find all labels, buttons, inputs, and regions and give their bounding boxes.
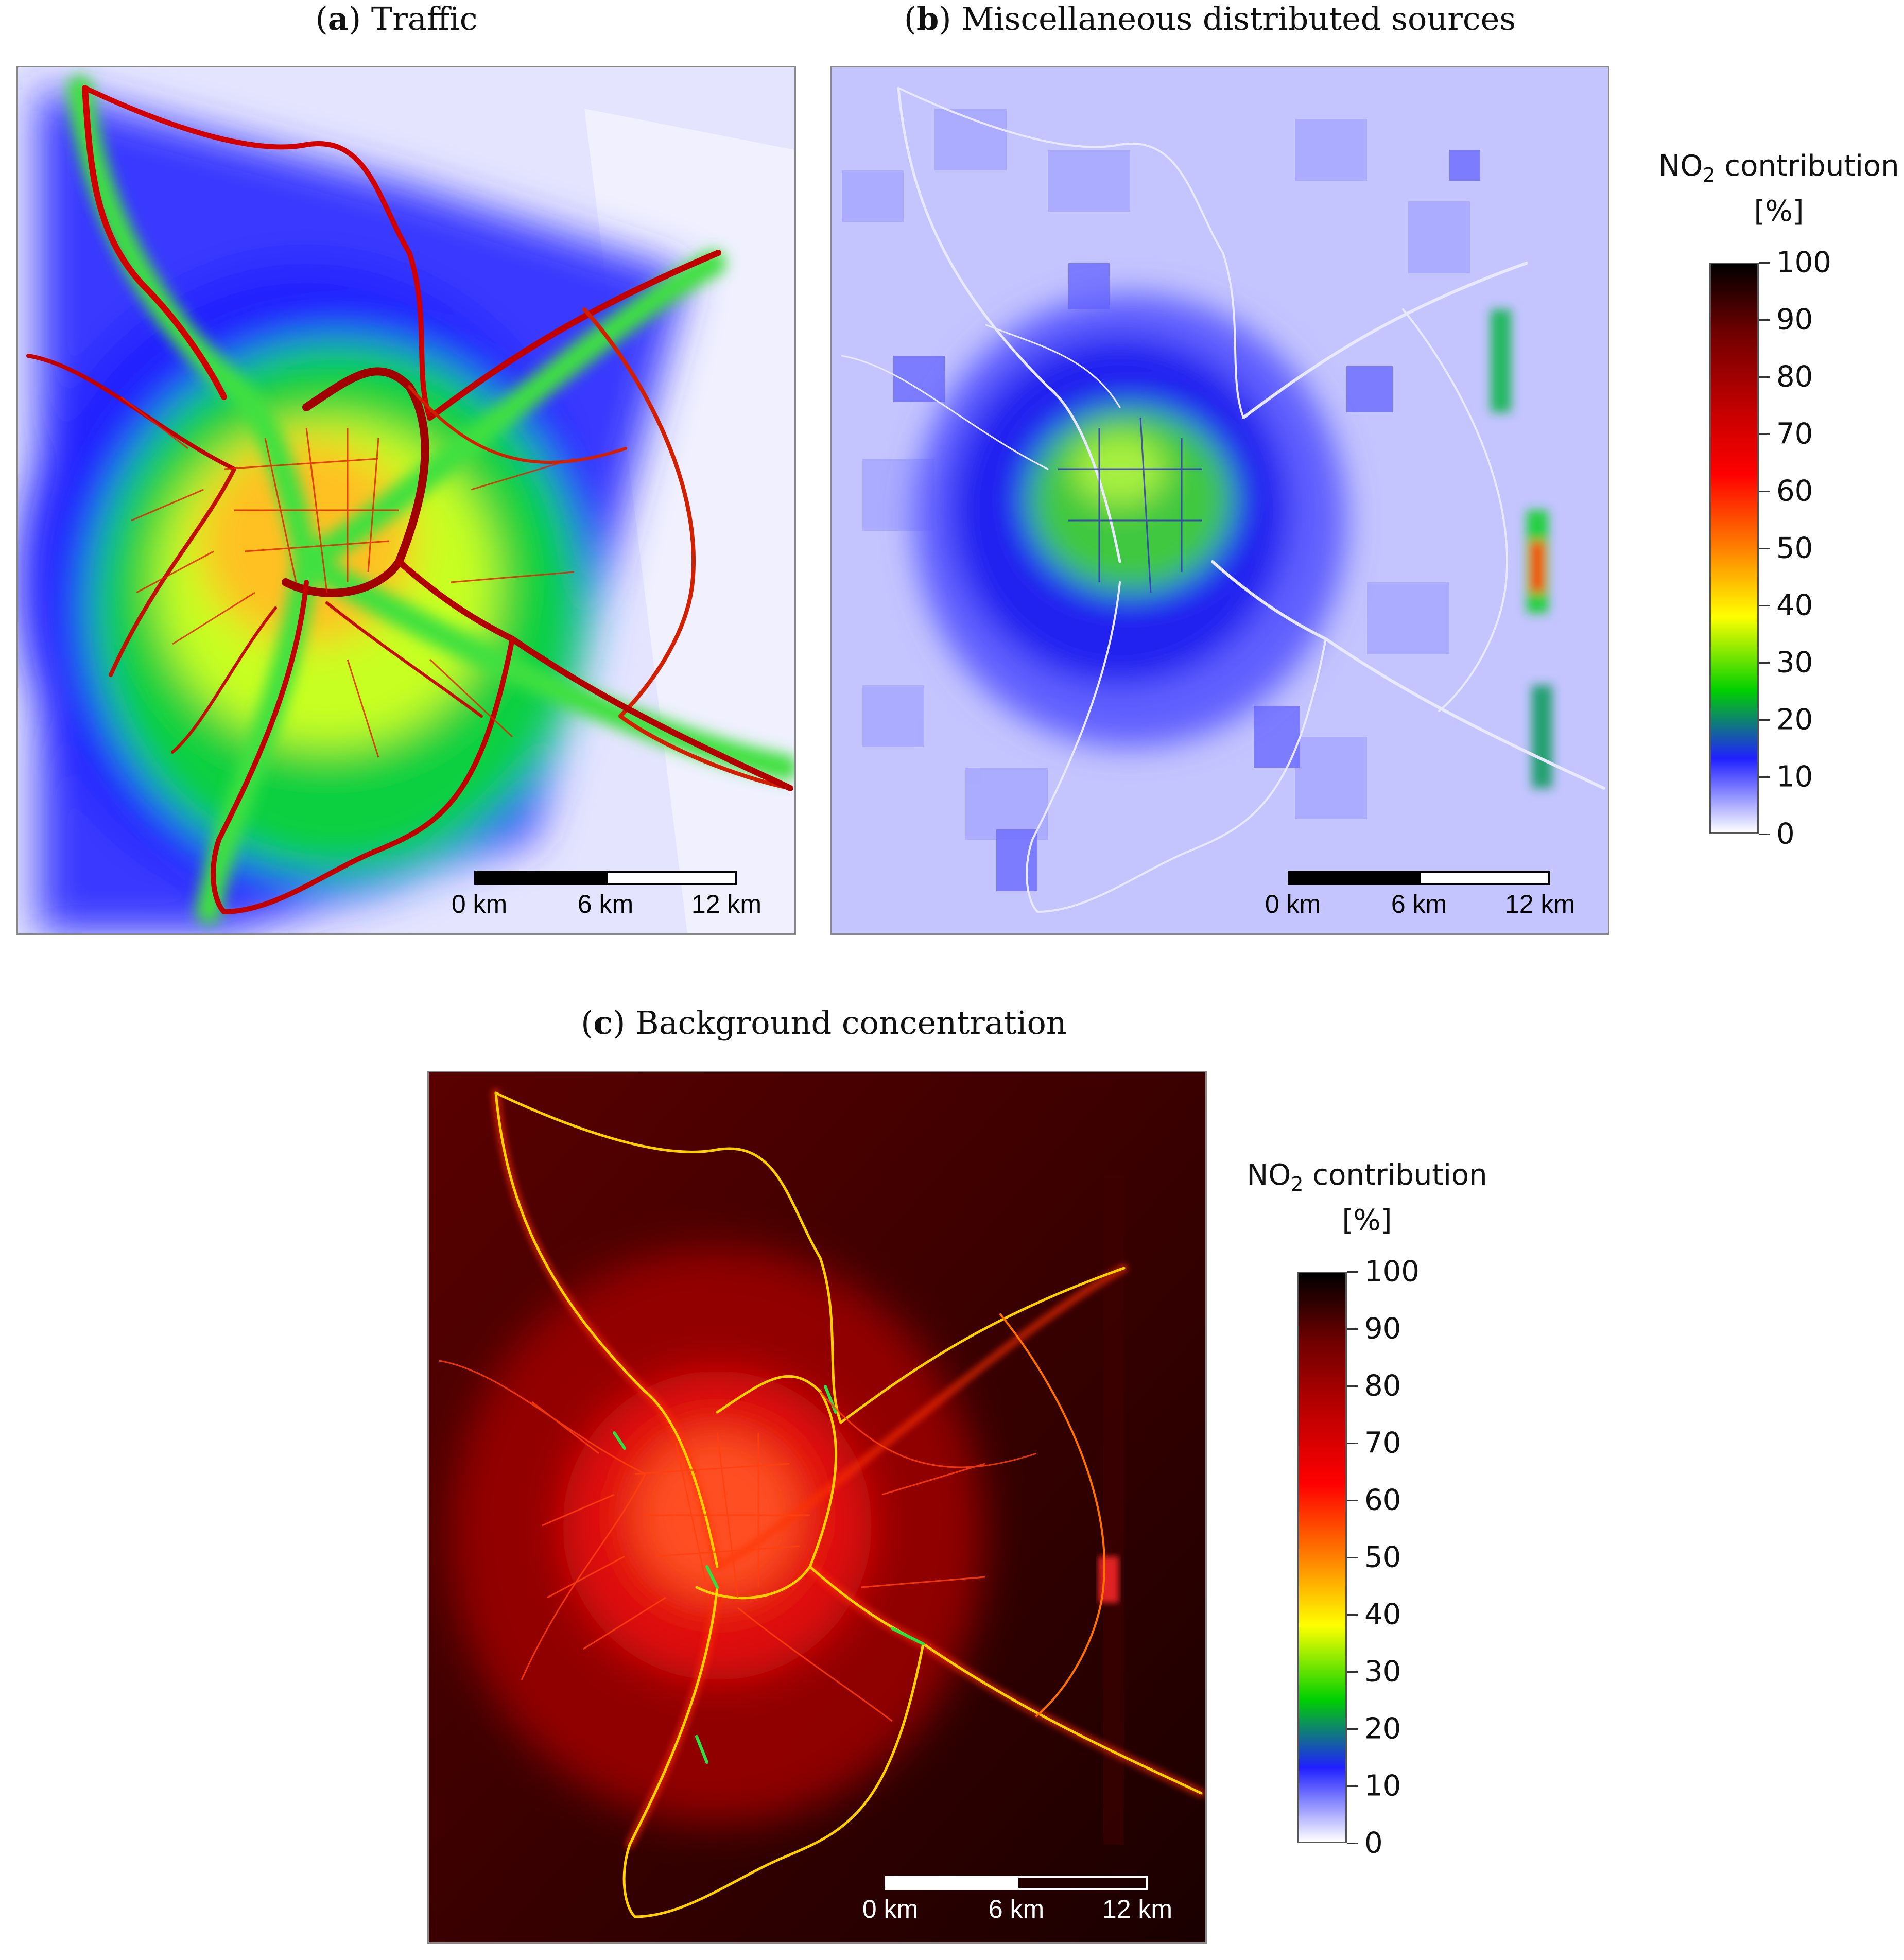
legend-top-colorbar — [1709, 263, 1759, 834]
legend-tick-mark — [1759, 662, 1770, 664]
map-misc-sources: 0 km 6 km 12 km — [830, 66, 1609, 935]
legend-bottom-title: NO2 contribution — [1247, 1158, 1487, 1196]
legend-bottom-colorbar — [1297, 1272, 1347, 1843]
scale-bar-c-filled-segment — [885, 1876, 1016, 1890]
legend-tick-mark — [1759, 319, 1770, 321]
legend-top-title: NO2 contribution — [1658, 149, 1899, 187]
scale-bar-c: 0 km 6 km 12 km — [862, 1876, 1172, 1927]
legend-tick-mark — [1347, 1671, 1358, 1673]
panel-c-title: (c) Background concentration — [581, 1004, 1067, 1042]
legend-tick-label: 10 — [1776, 760, 1813, 794]
legend-tick-label: 40 — [1364, 1598, 1401, 1632]
legend-tick-mark — [1347, 1557, 1358, 1558]
legend-tick-label: 90 — [1364, 1312, 1401, 1346]
legend-tick-mark — [1347, 1328, 1358, 1330]
scale-bar-a-filled-segment — [474, 871, 605, 885]
scale-label-6km: 6 km — [988, 1895, 1045, 1923]
legend-tick-label: 70 — [1776, 417, 1813, 451]
legend-tick-label: 100 — [1364, 1255, 1420, 1289]
legend-tick-label: 30 — [1776, 646, 1813, 680]
legend-tick-label: 80 — [1776, 360, 1813, 394]
panel-b-title-text: Miscellaneous distributed sources — [961, 0, 1516, 38]
legend-tick-label: 60 — [1364, 1483, 1401, 1517]
legend-tick-label: 10 — [1364, 1769, 1401, 1803]
legend-bottom-unit: [%] — [1342, 1204, 1392, 1237]
panel-a-letter: a — [327, 0, 349, 38]
legend-tick-label: 20 — [1364, 1712, 1401, 1746]
scale-label-6km: 6 km — [1391, 890, 1447, 918]
legend-tick-mark — [1347, 1500, 1358, 1501]
map-traffic-canvas — [18, 67, 794, 933]
scale-bar-b-filled-segment — [1288, 871, 1419, 885]
legend-tick-mark — [1347, 1385, 1358, 1387]
map-traffic: 0 km 6 km 12 km — [16, 66, 796, 935]
scale-label-0km: 0 km — [451, 890, 508, 918]
legend-tick-label: 80 — [1364, 1369, 1401, 1403]
legend-tick-label: 70 — [1364, 1426, 1401, 1460]
legend-bottom: NO2 contribution [%] 100 90 80 70 60 50 40 30 20… — [1220, 1158, 1487, 1869]
scale-label-12km: 12 km — [1504, 890, 1576, 918]
panel-b-letter: b — [916, 0, 939, 38]
legend-tick-label: 100 — [1776, 246, 1831, 280]
scale-label-12km: 12 km — [691, 890, 762, 918]
legend-tick-mark — [1347, 1614, 1358, 1616]
scale-bar-b-empty-segment — [1419, 871, 1550, 885]
legend-tick-label: 0 — [1776, 817, 1795, 851]
legend-tick-mark — [1347, 1443, 1358, 1444]
legend-tick-label: 50 — [1364, 1540, 1401, 1574]
legend-tick-label: 20 — [1776, 703, 1813, 737]
legend-tick-mark — [1759, 719, 1770, 721]
panel-a-title-text: Traffic — [371, 0, 478, 38]
scale-bar-c-empty-segment — [1016, 1876, 1148, 1890]
scale-bar-a-empty-segment — [605, 871, 737, 885]
legend-tick-mark — [1347, 1785, 1358, 1787]
legend-tick-label: 90 — [1776, 303, 1813, 337]
legend-top-unit: [%] — [1754, 195, 1804, 228]
panel-c-title-text: Background concentration — [635, 1004, 1067, 1042]
scale-bar-a: 0 km 6 km 12 km — [452, 871, 761, 922]
legend-tick-label: 60 — [1776, 474, 1813, 508]
legend-top: NO2 contribution [%] 100 90 80 70 60 50 40 30 20… — [1632, 149, 1899, 860]
legend-tick-mark — [1759, 834, 1770, 835]
legend-tick-label: 30 — [1364, 1655, 1401, 1689]
legend-tick-mark — [1347, 1843, 1358, 1844]
legend-tick-mark — [1759, 433, 1770, 435]
map-misc-sources-canvas — [832, 67, 1608, 933]
legend-tick-label: 0 — [1364, 1826, 1383, 1860]
map-background-canvas — [429, 1072, 1205, 1942]
legend-tick-mark — [1759, 776, 1770, 778]
panel-c-letter: c — [593, 1004, 613, 1042]
scale-label-0km: 0 km — [862, 1895, 919, 1923]
map-background-concentration: 0 km 6 km 12 km — [427, 1071, 1207, 1944]
legend-tick-mark — [1759, 376, 1770, 378]
legend-tick-mark — [1759, 262, 1770, 264]
legend-tick-mark — [1347, 1728, 1358, 1730]
scale-bar-b: 0 km 6 km 12 km — [1265, 871, 1575, 922]
scale-label-6km: 6 km — [577, 890, 634, 918]
legend-tick-mark — [1759, 491, 1770, 492]
legend-tick-mark — [1759, 605, 1770, 606]
legend-tick-mark — [1347, 1271, 1358, 1273]
legend-tick-label: 50 — [1776, 531, 1813, 565]
legend-tick-mark — [1759, 548, 1770, 549]
panel-a-title: (a) Traffic — [315, 0, 478, 38]
panel-b-title: (b) Miscellaneous distributed sources — [904, 0, 1516, 38]
legend-tick-label: 40 — [1776, 588, 1813, 622]
scale-label-12km: 12 km — [1102, 1895, 1173, 1923]
scale-label-0km: 0 km — [1265, 890, 1321, 918]
